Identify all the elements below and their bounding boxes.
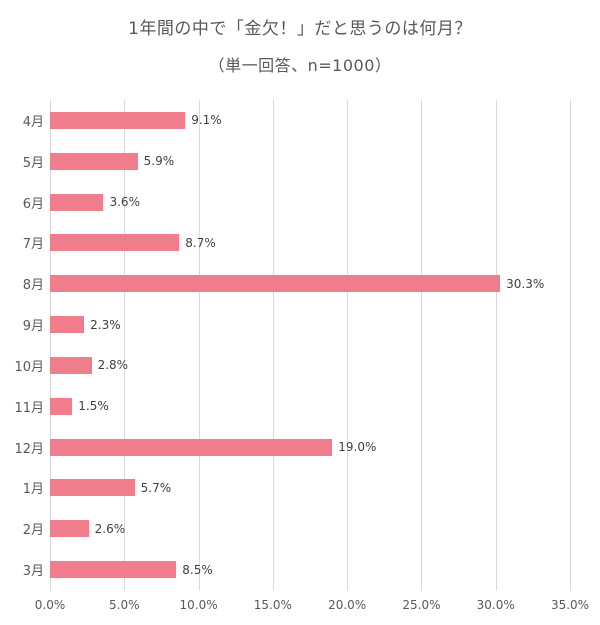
gridline <box>198 100 200 590</box>
bar <box>50 520 89 538</box>
bar-row: 9月 2.3% <box>8 304 570 345</box>
category-label: 8月 <box>22 278 44 294</box>
gridline <box>347 100 349 590</box>
bar-track: 8.5% <box>50 561 570 579</box>
category-label: 12月 <box>14 441 44 457</box>
value-label: 2.8% <box>97 358 129 373</box>
bar-track: 2.8% <box>50 356 570 374</box>
value-label: 2.3% <box>90 317 121 332</box>
bar-row: 7月 8.7% <box>8 222 570 263</box>
category-label: 6月 <box>22 196 44 212</box>
x-axis: 0.0% 5.0% 10.0% 15.0% 20.0% 25.0% 30.0% 35.0% <box>35 598 589 616</box>
value-label: 2.6% <box>94 521 126 536</box>
x-tick-label: 25.0% <box>402 598 441 612</box>
bar-rows: 4月 9.1% 5月 5.9% 6月 3.6% 7月 8.7% 8月 30.3% 9月 2.3% 10月… <box>8 100 570 590</box>
bar-row: 10月 2.8% <box>8 345 570 386</box>
value-label: 30.3% <box>506 276 545 291</box>
value-label: 19.0% <box>338 440 377 455</box>
bar-row: 3月 8.5% <box>8 549 570 590</box>
gridline <box>495 100 497 590</box>
bar <box>50 316 85 334</box>
category-label: 3月 <box>22 564 44 580</box>
category-label: 1月 <box>22 482 44 498</box>
gridline <box>421 100 423 590</box>
gridline <box>124 100 126 590</box>
bar-track: 2.3% <box>50 316 570 334</box>
bar-track: 30.3% <box>50 275 570 293</box>
value-label: 8.7% <box>185 235 216 250</box>
gridline <box>570 100 571 590</box>
bar-track: 1.5% <box>50 397 570 415</box>
gridline <box>50 100 51 590</box>
bar-track: 2.6% <box>50 520 570 538</box>
bar-row: 8月 30.3% <box>8 263 570 304</box>
category-label: 7月 <box>22 237 44 253</box>
category-label: 2月 <box>22 523 44 539</box>
bar-track: 19.0% <box>50 438 570 456</box>
bar-row: 12月 19.0% <box>8 427 570 468</box>
category-label: 5月 <box>22 155 44 171</box>
bar <box>50 561 177 579</box>
bar-track: 3.6% <box>50 193 570 211</box>
bar-row: 5月 5.9% <box>8 141 570 182</box>
x-tick-label: 35.0% <box>550 598 590 612</box>
bar <box>50 111 186 129</box>
bar <box>50 152 138 170</box>
x-tick-label: 30.0% <box>476 598 515 612</box>
bar-row: 2月 2.6% <box>8 508 570 549</box>
gridlines-layer <box>50 100 571 590</box>
bar-track: 5.9% <box>50 152 570 170</box>
category-label: 4月 <box>22 114 44 130</box>
chart-subtitle: （単一回答、n=1000） <box>208 56 392 75</box>
x-tick-label: 20.0% <box>328 598 367 612</box>
bar-track: 8.7% <box>50 234 570 252</box>
value-label: 5.9% <box>143 154 175 169</box>
x-tick-label: 5.0% <box>109 598 140 612</box>
bar <box>50 438 333 456</box>
x-tick-label: 15.0% <box>253 598 292 612</box>
value-label: 5.7% <box>140 480 172 495</box>
bar <box>50 397 73 415</box>
category-label: 11月 <box>14 400 44 416</box>
x-tick-label: 0.0% <box>34 598 66 612</box>
value-label: 3.6% <box>109 195 140 210</box>
bar-track: 9.1% <box>50 111 570 129</box>
bar <box>50 234 180 252</box>
bar-row: 6月 3.6% <box>8 182 570 223</box>
bar <box>50 193 104 211</box>
value-label: 1.5% <box>78 399 109 414</box>
chart-title: 1年間の中で「金欠！」だと思うのは何月？ <box>128 19 472 39</box>
bar <box>50 479 135 497</box>
bar <box>50 275 501 293</box>
x-tick-label: 10.0% <box>179 598 218 612</box>
value-label: 8.5% <box>182 562 213 577</box>
bar <box>50 356 92 374</box>
bar-row: 11月 1.5% <box>8 386 570 427</box>
bar-row: 4月 9.1% <box>8 100 570 141</box>
bar-row: 1月 5.7% <box>8 467 570 508</box>
category-label: 9月 <box>22 319 44 335</box>
bar-track: 5.7% <box>50 479 570 497</box>
plot-area: 4月 9.1% 5月 5.9% 6月 3.6% 7月 8.7% 8月 30.3% 9月 2.3% 10月… <box>14 100 571 590</box>
category-label: 10月 <box>14 359 44 375</box>
gridline <box>272 100 274 590</box>
value-label: 9.1% <box>191 113 222 128</box>
